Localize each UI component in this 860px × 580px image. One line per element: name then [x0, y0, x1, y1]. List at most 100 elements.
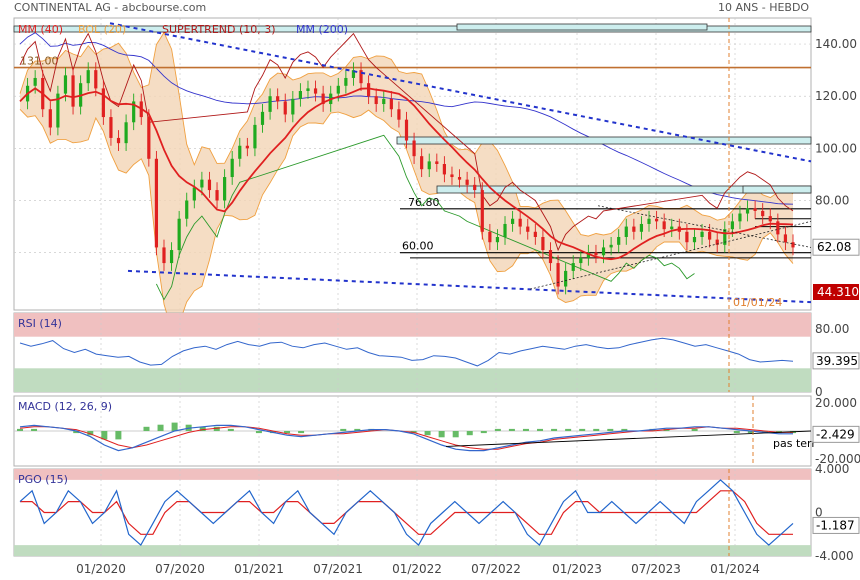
candle-body	[753, 208, 757, 211]
macd-trendline	[445, 430, 812, 447]
price-gap-zone	[456, 23, 708, 31]
pgo-value-badge-bg	[812, 516, 860, 534]
macd-hist-bar	[101, 431, 108, 440]
macd-hist-bar	[87, 431, 94, 436]
candle-body	[344, 77, 348, 86]
candle-body	[298, 91, 303, 99]
macd-hist-bar	[424, 431, 431, 436]
macd-hist-bar	[354, 428, 361, 431]
candle-body	[215, 190, 219, 201]
price-gap-zone	[396, 136, 812, 145]
up-trendline	[529, 220, 812, 290]
candle-body	[33, 77, 37, 86]
y-tick-label: 140.00	[815, 37, 857, 51]
candle-body	[359, 70, 363, 84]
y-tick-label: 4.000	[815, 462, 849, 476]
macd-hist-bar	[199, 426, 206, 431]
y-tick-label: 20.000	[815, 396, 857, 410]
candle-body	[480, 190, 484, 232]
candle-body	[63, 75, 68, 94]
y-tick-label: 120.00	[815, 89, 857, 103]
candle-body	[238, 145, 242, 159]
candle-body	[177, 218, 181, 251]
macd-hist-bar	[452, 431, 459, 438]
supertrend-green	[155, 134, 695, 301]
candle-body	[230, 158, 234, 178]
candle-body	[192, 187, 196, 201]
macd-hist-bar	[227, 428, 234, 431]
macd-hist-bar	[298, 431, 305, 434]
candle-body	[579, 257, 583, 264]
macd-hist-bar	[551, 428, 558, 431]
candle-body	[708, 231, 712, 240]
legend-entry: BOL (20)	[78, 23, 126, 36]
candle-body	[442, 164, 446, 175]
candle-body	[450, 174, 454, 178]
macd-hist-bar	[621, 428, 628, 431]
macd-signal-line	[19, 426, 793, 450]
macd-hist-bar	[340, 428, 347, 431]
candle-body	[526, 226, 530, 232]
candle-body	[109, 117, 113, 138]
candle-body	[71, 75, 75, 107]
candle-body	[374, 96, 378, 105]
candle-body	[594, 252, 598, 256]
last-price-badge-bg	[812, 238, 860, 256]
candle-body	[351, 70, 356, 78]
macd-hist-bar	[480, 431, 487, 434]
macd-hist-bar	[31, 428, 38, 431]
triangle-upper-line	[597, 205, 812, 248]
candle-body	[147, 117, 151, 159]
secondary-price-badge: 44.310	[817, 285, 859, 299]
macd-hist-bar	[691, 428, 698, 431]
legend-entry: MM (40)	[18, 23, 63, 36]
macd-hist-bar	[565, 428, 572, 431]
macd-hist-bar	[157, 424, 164, 431]
candle-body	[48, 109, 52, 128]
candle-body	[654, 218, 659, 222]
candle-body	[124, 122, 128, 144]
chart-header-period: 10 ANS - HEBDO	[718, 1, 810, 14]
x-tick-label: 07/2023	[631, 562, 681, 576]
candle-body	[783, 234, 788, 243]
macd-hist-bar	[73, 431, 80, 434]
macd-title: MACD (12, 26, 9)	[18, 400, 112, 413]
candle-body	[632, 226, 636, 232]
macd-hist-bar	[17, 428, 23, 431]
y-tick-label: 0	[815, 506, 823, 520]
rsi-value-badge: 39.395	[816, 354, 858, 368]
candle-body	[473, 184, 477, 191]
x-tick-label: 07/2021	[313, 562, 363, 576]
rsi-value-badge-bg	[812, 352, 860, 370]
candle-body	[564, 270, 568, 287]
legend-entry: SUPERTREND (10, 3)	[162, 23, 276, 36]
rsi-line	[19, 337, 794, 367]
rsi-overbought-zone	[14, 313, 811, 337]
x-tick-label: 07/2022	[471, 562, 521, 576]
pgo-oversold-zone	[14, 545, 811, 556]
candle-body	[488, 231, 492, 243]
candle-body	[420, 156, 424, 170]
candle-body	[86, 70, 90, 84]
x-tick-label: 01/2024	[710, 562, 760, 576]
candle-body	[745, 208, 750, 214]
macd-hist-bar	[607, 428, 614, 431]
candle-body	[435, 161, 439, 164]
x-tick-label: 01/2023	[552, 562, 602, 576]
macd-hist-bar	[115, 431, 122, 440]
date-marker-label: 01/01/24	[733, 296, 782, 309]
level-label: 60.00	[402, 240, 434, 253]
macd-hist-bar	[171, 422, 178, 431]
mm40-line	[19, 87, 794, 261]
candle-body	[601, 247, 606, 256]
candle-body	[685, 231, 689, 243]
down-trendline-bottom	[127, 269, 812, 304]
candle-body	[495, 237, 500, 243]
candle-body	[389, 98, 393, 110]
candle-body	[253, 124, 257, 149]
macd-hist-bar	[466, 431, 473, 436]
mm200-line	[19, 32, 794, 205]
secondary-price-badge-bg	[813, 284, 859, 300]
pgo-title: PGO (15)	[18, 473, 68, 486]
